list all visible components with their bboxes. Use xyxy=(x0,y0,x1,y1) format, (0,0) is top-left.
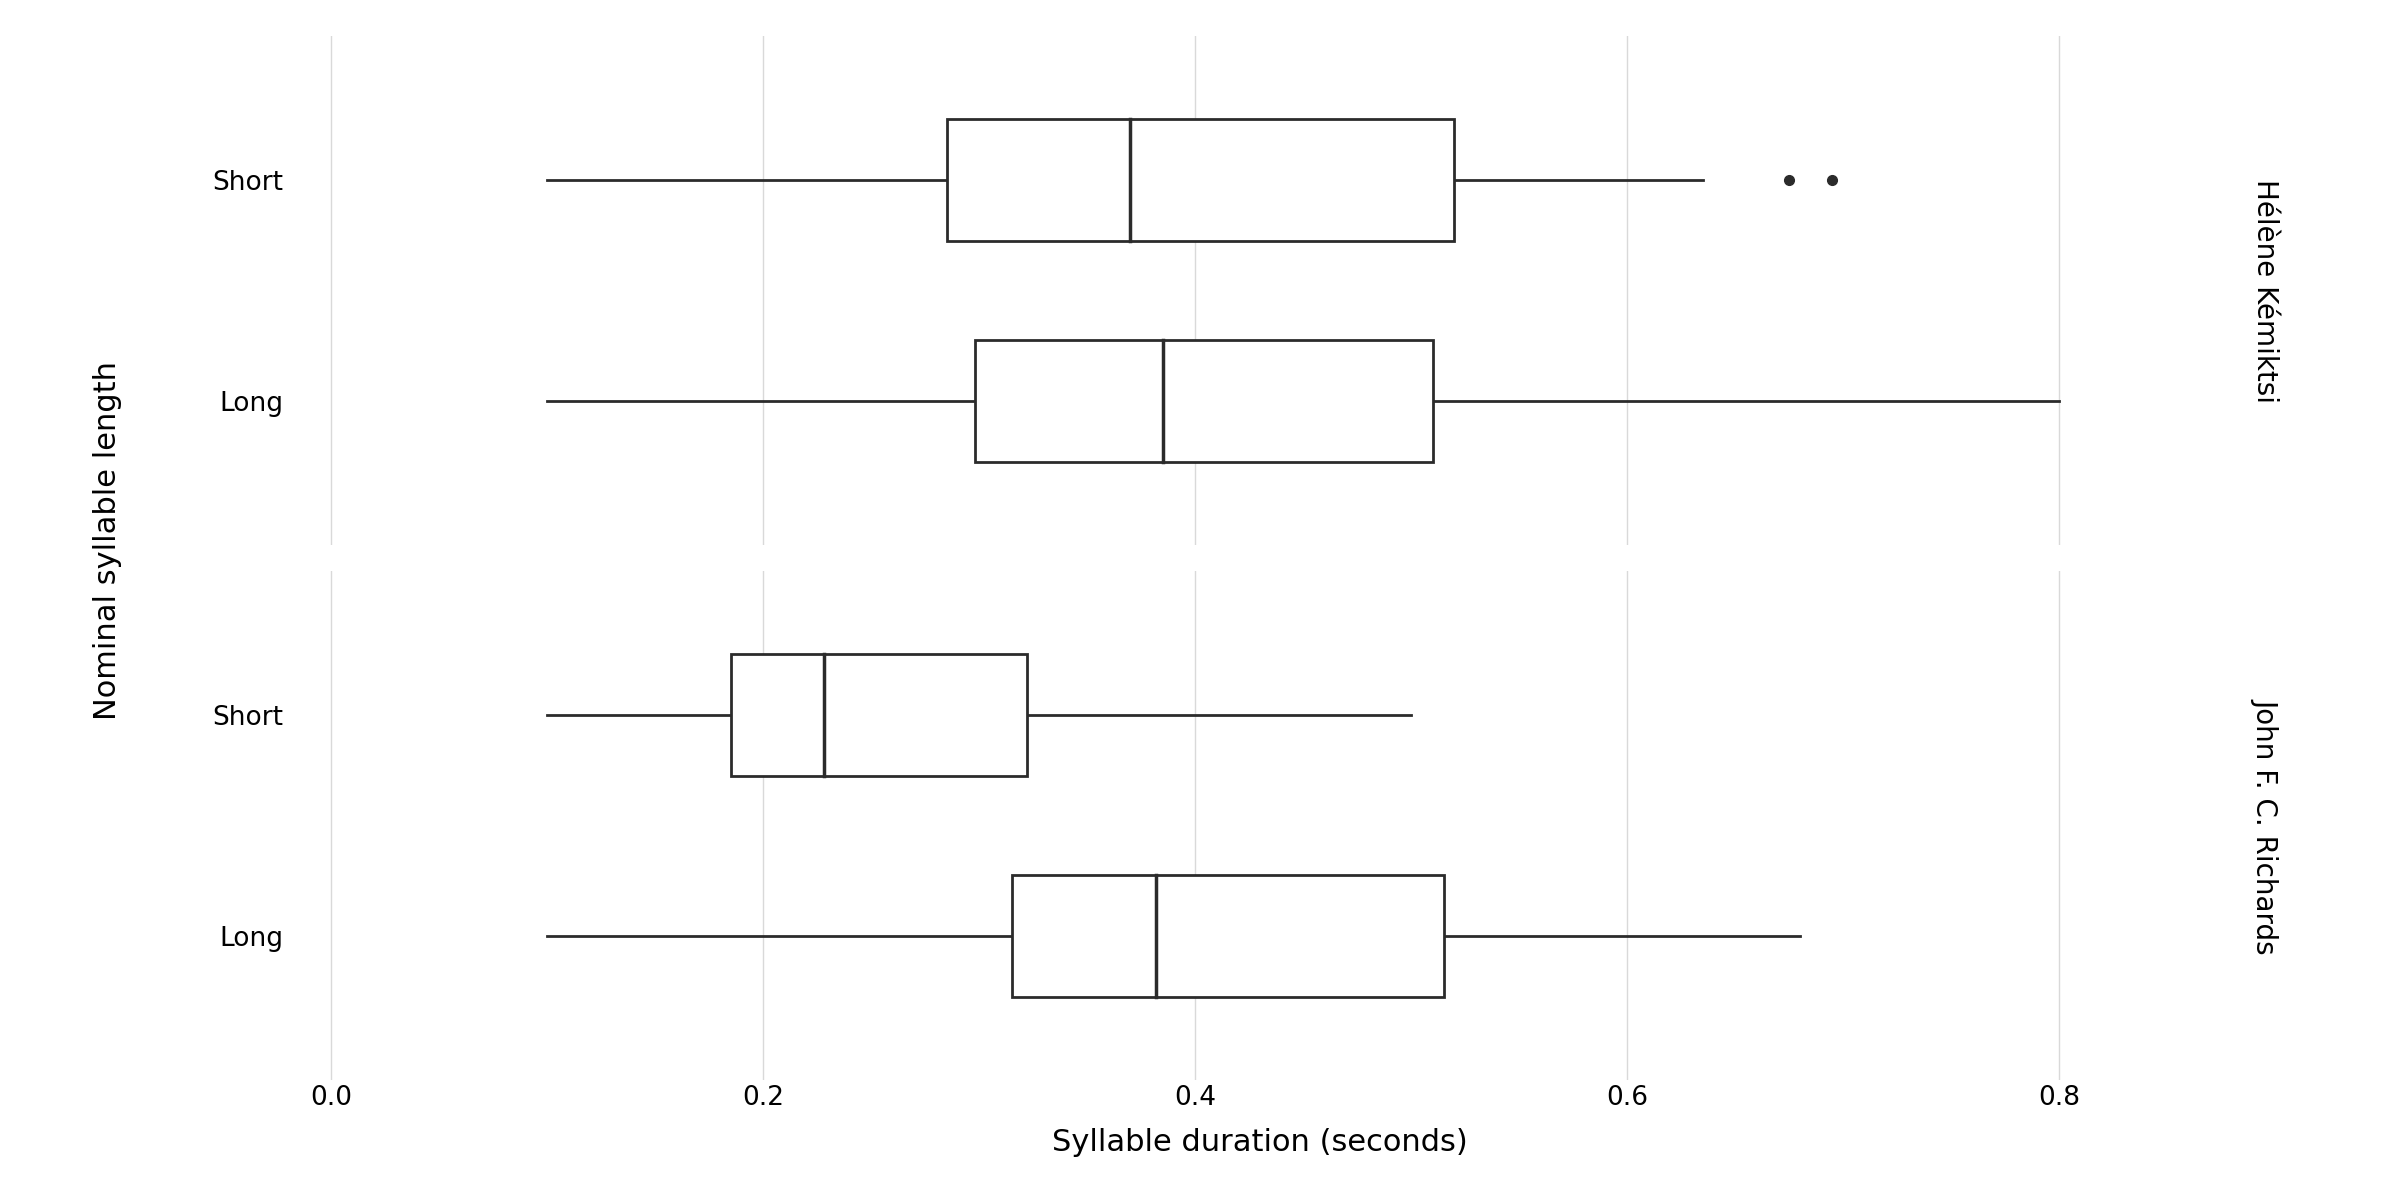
Text: Hélène Kémiktsi: Hélène Kémiktsi xyxy=(2251,179,2280,403)
Bar xyxy=(974,341,1433,462)
Bar xyxy=(1013,875,1445,997)
Text: John F. C. Richards: John F. C. Richards xyxy=(2251,697,2280,953)
Text: Nominal syllable length: Nominal syllable length xyxy=(94,360,122,720)
Bar xyxy=(730,654,1027,775)
X-axis label: Syllable duration (seconds): Syllable duration (seconds) xyxy=(1051,1128,1469,1157)
Bar xyxy=(946,119,1454,241)
